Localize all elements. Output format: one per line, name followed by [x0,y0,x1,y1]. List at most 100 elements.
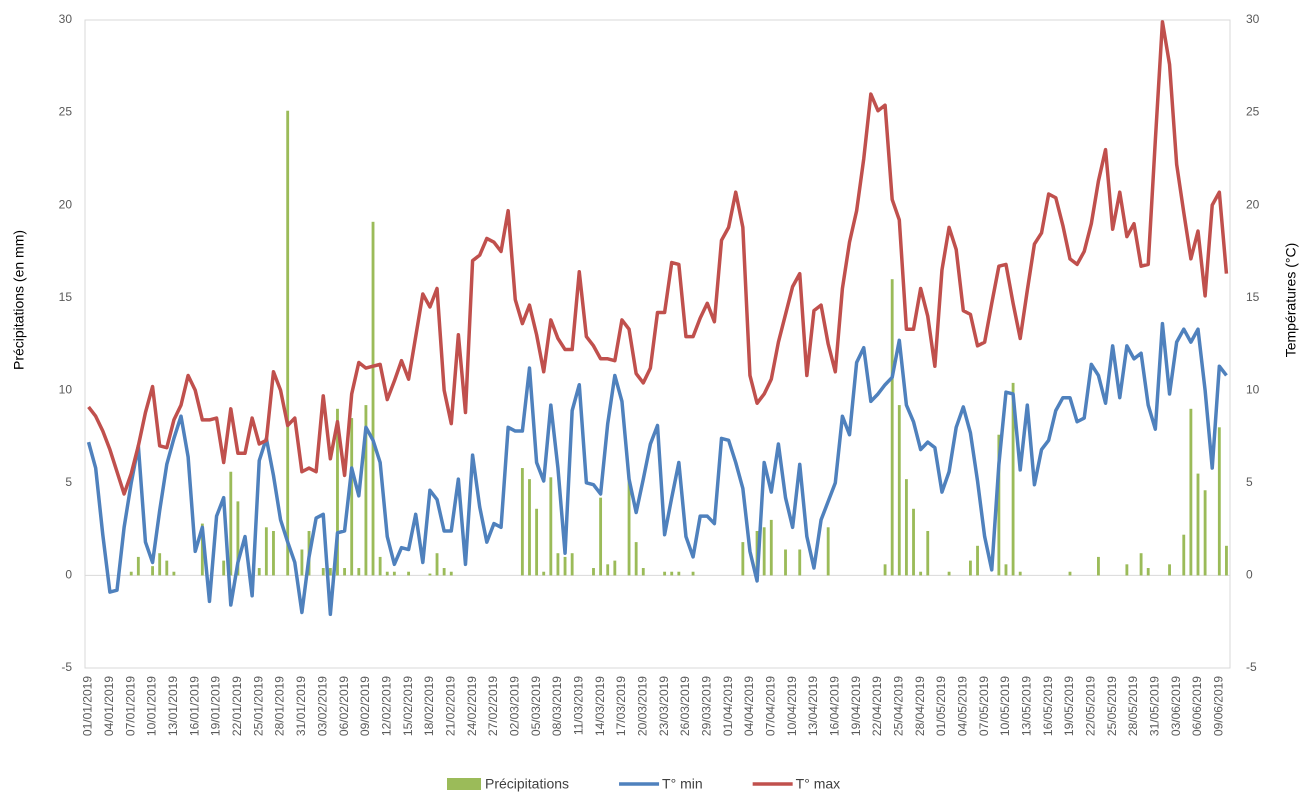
bar [677,571,681,576]
bar [919,571,923,576]
x-tick-label: 26/03/2019 [678,676,692,736]
x-tick-label: 23/03/2019 [657,676,671,736]
bar [364,405,368,576]
y2-tick-label: -5 [1246,660,1257,674]
bar [897,405,901,576]
bar [435,553,439,576]
bar [520,468,524,576]
legend-label: Précipitations [485,776,569,792]
bar [1018,571,1022,576]
bar [528,479,531,576]
x-tick-label: 22/05/2019 [1083,676,1097,736]
x-tick-label: 06/02/2019 [337,676,351,736]
bar [222,560,226,576]
bar [570,553,574,576]
bar [762,527,766,576]
bar [549,477,553,576]
x-tick-label: 10/04/2019 [785,676,799,736]
bar [563,556,567,576]
bar [158,553,162,576]
bar [542,571,546,576]
bar [428,573,432,576]
x-tick-label: 15/02/2019 [401,676,415,736]
bar [236,501,240,576]
bar [1182,534,1186,576]
y-tick-label: 20 [59,197,73,211]
bar [136,556,140,576]
x-tick-label: 14/03/2019 [593,676,607,736]
x-tick-label: 21/02/2019 [443,676,457,736]
bar [769,519,773,576]
bar [286,110,290,576]
bar [1068,571,1072,576]
bar [264,527,268,576]
x-tick-label: 12/02/2019 [379,676,393,736]
y2-tick-label: 30 [1246,12,1260,26]
x-tick-label: 08/03/2019 [550,676,564,736]
legend-label: T° min [662,776,703,792]
legend-swatch [447,778,481,790]
x-tick-label: 13/04/2019 [806,676,820,736]
bar [336,408,339,576]
y-tick-label: 5 [65,475,72,489]
y-axis-title: Précipitations (en mm) [11,230,27,370]
x-tick-label: 05/03/2019 [529,676,543,736]
bar [392,571,396,576]
x-tick-label: 11/03/2019 [571,676,585,735]
bar [300,549,304,576]
x-tick-label: 09/02/2019 [358,676,372,736]
x-tick-label: 07/05/2019 [977,676,991,736]
line [87,20,1229,496]
x-tick-label: 10/05/2019 [998,676,1012,736]
y2-tick-label: 20 [1246,197,1260,211]
bar [1125,564,1129,576]
x-tick-label: 31/01/2019 [294,676,308,736]
bar [592,568,595,576]
x-tick-label: 25/01/2019 [251,676,265,736]
x-tick-label: 16/01/2019 [187,676,201,736]
y-tick-label: -5 [61,660,72,674]
bar [449,571,453,576]
x-tick-label: 01/01/2019 [81,676,95,736]
y2-tick-label: 15 [1246,290,1260,304]
bar [385,571,389,576]
x-tick-label: 27/02/2019 [486,676,500,736]
x-tick-label: 03/06/2019 [1169,676,1183,736]
bar [606,564,610,576]
x-tick-label: 04/05/2019 [955,676,969,736]
bar [407,571,411,576]
x-tick-label: 01/05/2019 [934,676,948,736]
legend-label: T° max [796,776,841,792]
y-tick-label: 0 [65,568,72,582]
bar [670,571,674,576]
x-tick-label: 18/02/2019 [422,676,436,736]
bar [172,571,176,576]
bar [904,479,908,576]
bar [641,568,645,576]
x-tick-label: 20/03/2019 [635,676,649,736]
bar [1189,408,1193,576]
x-tick-label: 16/05/2019 [1041,676,1055,736]
plot-frame [84,19,1231,669]
x-tick-label: 04/04/2019 [742,676,756,736]
bar [1097,556,1100,576]
bar [371,221,375,576]
x-tick-label: 16/04/2019 [827,676,841,736]
bar [129,571,133,576]
x-tick-label: 19/04/2019 [849,676,863,736]
x-tick-label: 03/02/2019 [315,676,329,736]
bar [350,418,354,576]
x-tick-label: 10/01/2019 [145,676,159,736]
y2-tick-label: 10 [1246,382,1260,396]
bar [1203,490,1207,576]
bar [968,560,972,576]
bar [798,549,802,576]
bar [165,560,169,576]
y-tick-label: 10 [59,382,73,396]
bar [997,434,1001,576]
bar [613,560,617,576]
bar [947,571,951,576]
bar [200,523,204,576]
bar [1004,564,1008,576]
